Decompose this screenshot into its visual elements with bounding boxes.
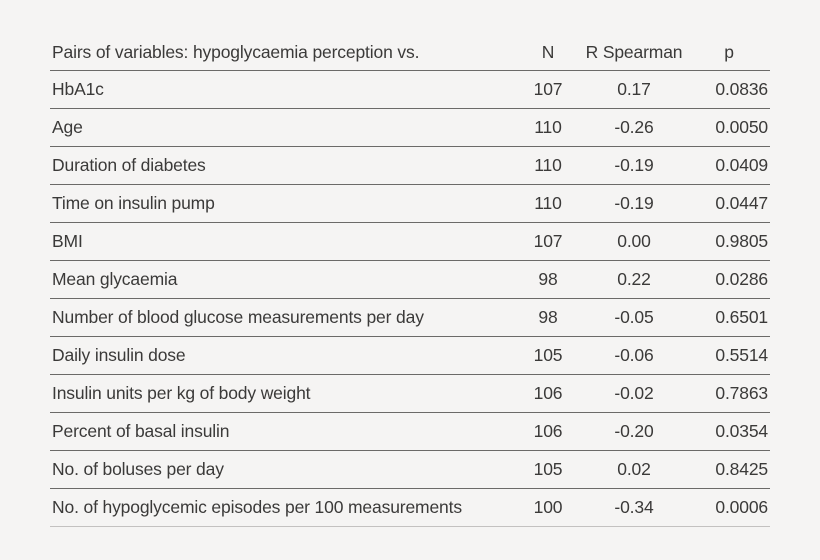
table-header: Pairs of variables: hypoglycaemia percep… [50,36,770,71]
cell-r-spearman: -0.34 [580,488,688,527]
cell-variable: Percent of basal insulin [50,412,516,451]
cell-variable: No. of hypoglycemic episodes per 100 mea… [50,488,516,527]
cell-n: 98 [516,298,580,337]
cell-p: 0.6501 [688,298,770,337]
column-header-p: p [688,36,770,71]
cell-p: 0.0447 [688,184,770,223]
cell-variable: Duration of diabetes [50,146,516,185]
correlation-table: Pairs of variables: hypoglycaemia percep… [50,36,770,527]
cell-r-spearman: -0.19 [580,184,688,223]
column-header-r-spearman: R Spearman [580,36,688,71]
table-row: Age 110 -0.26 0.0050 [50,108,770,147]
table-row: Daily insulin dose 105 -0.06 0.5514 [50,336,770,375]
table-row: Percent of basal insulin 106 -0.20 0.0354 [50,412,770,451]
cell-p: 0.0006 [688,488,770,527]
cell-p: 0.0836 [688,70,770,109]
cell-n: 110 [516,108,580,147]
cell-n: 107 [516,222,580,261]
cell-p: 0.7863 [688,374,770,413]
cell-n: 106 [516,374,580,413]
cell-n: 98 [516,260,580,299]
cell-r-spearman: 0.22 [580,260,688,299]
column-header-n: N [516,36,580,71]
table-body: HbA1c 107 0.17 0.0836 Age 110 -0.26 0.0050 Durat… [50,70,770,527]
header-row: Pairs of variables: hypoglycaemia percep… [50,36,770,71]
table-row: Mean glycaemia 98 0.22 0.0286 [50,260,770,299]
cell-p: 0.9805 [688,222,770,261]
cell-variable: Number of blood glucose measurements per… [50,298,516,337]
table-row: No. of hypoglycemic episodes per 100 mea… [50,488,770,527]
cell-variable: Age [50,108,516,147]
cell-p: 0.5514 [688,336,770,375]
column-header-variables: Pairs of variables: hypoglycaemia percep… [50,36,516,71]
cell-p: 0.0354 [688,412,770,451]
cell-p: 0.0286 [688,260,770,299]
table-row: BMI 107 0.00 0.9805 [50,222,770,261]
cell-n: 100 [516,488,580,527]
cell-p: 0.8425 [688,450,770,489]
table-row: Number of blood glucose measurements per… [50,298,770,337]
cell-r-spearman: 0.02 [580,450,688,489]
table-row: Time on insulin pump 110 -0.19 0.0447 [50,184,770,223]
cell-variable: BMI [50,222,516,261]
cell-r-spearman: 0.17 [580,70,688,109]
cell-n: 106 [516,412,580,451]
cell-variable: Time on insulin pump [50,184,516,223]
cell-variable: Daily insulin dose [50,336,516,375]
cell-r-spearman: -0.06 [580,336,688,375]
cell-n: 105 [516,450,580,489]
cell-r-spearman: -0.19 [580,146,688,185]
cell-variable: No. of boluses per day [50,450,516,489]
cell-r-spearman: 0.00 [580,222,688,261]
table-row: Duration of diabetes 110 -0.19 0.0409 [50,146,770,185]
cell-n: 110 [516,146,580,185]
cell-p: 0.0409 [688,146,770,185]
cell-p: 0.0050 [688,108,770,147]
cell-variable: Mean glycaemia [50,260,516,299]
cell-n: 107 [516,70,580,109]
table-row: No. of boluses per day 105 0.02 0.8425 [50,450,770,489]
cell-n: 110 [516,184,580,223]
cell-variable: Insulin units per kg of body weight [50,374,516,413]
cell-r-spearman: -0.20 [580,412,688,451]
table-row: HbA1c 107 0.17 0.0836 [50,70,770,109]
cell-variable: HbA1c [50,70,516,109]
cell-r-spearman: -0.26 [580,108,688,147]
table-row: Insulin units per kg of body weight 106 -0… [50,374,770,413]
cell-n: 105 [516,336,580,375]
cell-r-spearman: -0.05 [580,298,688,337]
cell-r-spearman: -0.02 [580,374,688,413]
